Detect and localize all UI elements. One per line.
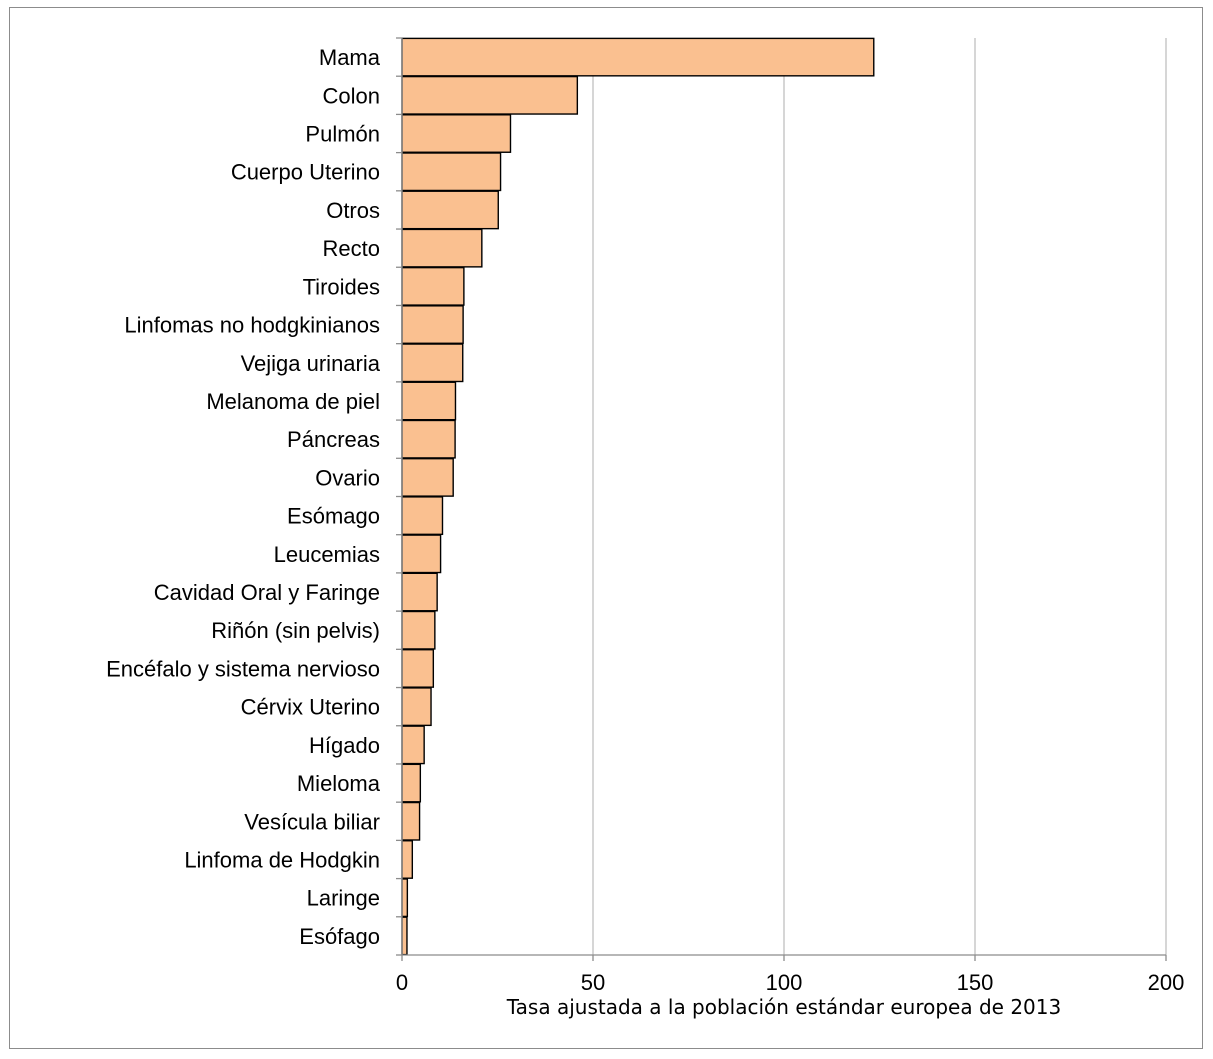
category-label-tiroides: Tiroides — [303, 274, 380, 299]
bar-otros — [401, 190, 499, 230]
category-label-laringe: Laringe — [307, 886, 380, 911]
bar-leucemias — [401, 534, 442, 574]
category-label-melanoma-de-piel: Melanoma de piel — [206, 389, 380, 414]
category-label-colon: Colon — [323, 83, 380, 108]
x-tick-label-0: 0 — [396, 970, 408, 995]
category-label-cuerpo-uterino: Cuerpo Uterino — [231, 160, 380, 185]
bar-vesicula-biliar — [401, 801, 421, 841]
category-label-recto: Recto — [323, 236, 380, 261]
bar-vejiga-urinaria — [401, 343, 464, 383]
bar-melanoma-de-piel — [401, 381, 457, 421]
axes — [396, 37, 1167, 961]
x-tick-label-50: 50 — [581, 970, 605, 995]
bar-ovario — [401, 457, 454, 497]
bar-colon — [401, 75, 579, 115]
bar-mama — [401, 37, 875, 77]
category-label-rinon-sin-pelvis: Riñón (sin pelvis) — [211, 618, 380, 643]
bar-rinon-sin-pelvis — [401, 610, 436, 650]
category-labels: Mama Colon Pulmón Cuerpo Uterino Otros Recto T… — [106, 45, 381, 949]
bar-laringe — [401, 878, 409, 918]
category-label-cavidad-oral-y-faringe: Cavidad Oral y Faringe — [154, 580, 380, 605]
chart-frame: Mama Colon Pulmón Cuerpo Uterino Otros Recto T… — [9, 7, 1203, 1049]
bar-recto — [401, 228, 483, 268]
x-axis-title: Tasa ajustada a la población estándar eu… — [506, 995, 1061, 1019]
bar-esomago — [401, 496, 444, 536]
category-label-pulmon: Pulmón — [305, 122, 380, 147]
category-label-leucemias: Leucemias — [274, 542, 380, 567]
bar-linfomas-no-hodgkinianos — [401, 305, 464, 344]
gridlines — [592, 38, 1167, 955]
bar-pancreas — [401, 419, 456, 459]
bars — [401, 37, 875, 956]
bar-mieloma — [401, 763, 422, 803]
incidence-bar-chart: Mama Colon Pulmón Cuerpo Uterino Otros Recto T… — [106, 37, 1184, 1019]
x-tick-label-150: 150 — [957, 970, 994, 995]
bar-linfoma-de-hodgkin — [401, 840, 414, 879]
bar-encefalo-y-sistema-nervioso — [401, 649, 435, 688]
x-tick-label-200: 200 — [1148, 970, 1185, 995]
bar-esofago — [401, 916, 408, 956]
bar-tiroides — [401, 266, 465, 306]
category-label-linfomas-no-hodgkinianos: Linfomas no hodgkinianos — [124, 313, 380, 338]
category-label-higado: Hígado — [309, 733, 380, 758]
bar-higado — [401, 725, 425, 765]
category-label-cervix-uterino: Cérvix Uterino — [241, 695, 380, 720]
category-label-encefalo-y-sistema-nervioso: Encéfalo y sistema nervioso — [106, 656, 380, 681]
bar-pulmon — [401, 114, 512, 153]
category-label-vejiga-urinaria: Vejiga urinaria — [241, 351, 381, 376]
x-tick-label-100: 100 — [766, 970, 803, 995]
bar-cavidad-oral-y-faringe — [401, 572, 438, 612]
category-label-otros: Otros — [326, 198, 380, 223]
x-tick-labels: 0 50 100 150 200 — [396, 970, 1184, 995]
category-label-esofago: Esófago — [299, 924, 380, 949]
category-label-vesicula-biliar: Vesícula biliar — [244, 809, 380, 834]
bar-cuerpo-uterino — [401, 152, 502, 192]
category-label-esomago: Esómago — [287, 504, 380, 529]
bar-cervix-uterino — [401, 687, 432, 727]
category-label-ovario: Ovario — [315, 465, 380, 490]
category-label-mieloma: Mieloma — [297, 771, 381, 796]
category-label-linfoma-de-hodgkin: Linfoma de Hodgkin — [184, 847, 380, 872]
category-label-pancreas: Páncreas — [287, 427, 380, 452]
category-label-mama: Mama — [319, 45, 381, 70]
